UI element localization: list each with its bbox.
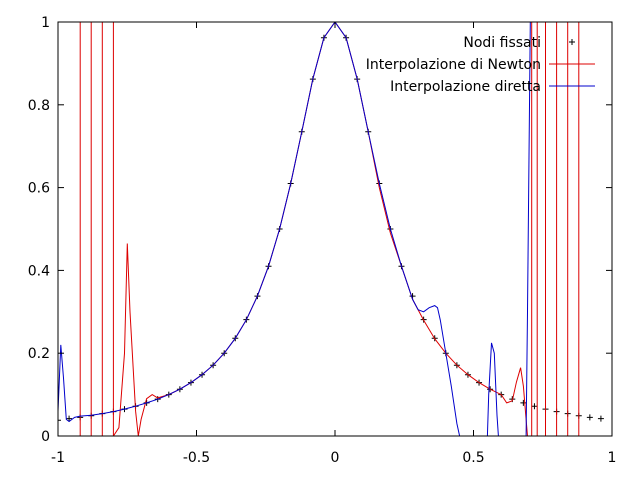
x-tick-label: -0.5 xyxy=(183,450,210,466)
y-tick-label: 1 xyxy=(41,15,50,31)
axes-layer: -1 -0.5 0 0.5 1 0 0.2 0.4 0.6 0.8 1 xyxy=(28,15,617,466)
y-tick-label: 0.2 xyxy=(28,346,50,362)
series-line-2 xyxy=(58,22,535,436)
x-tick-label: 0.5 xyxy=(462,450,484,466)
y-tick-label: 0.6 xyxy=(28,181,50,197)
legend-marker-swatch xyxy=(569,39,575,45)
y-tick-label: 0.8 xyxy=(28,98,50,114)
x-tick-label: -1 xyxy=(51,450,65,466)
y-tick-label: 0 xyxy=(41,429,50,445)
legend-label: Interpolazione di Newton xyxy=(366,57,541,73)
x-tick-label: 0 xyxy=(331,450,340,466)
data-point xyxy=(597,415,604,422)
x-tick-label: 1 xyxy=(608,450,617,466)
data-point xyxy=(531,403,538,410)
y-tick-label: 0.4 xyxy=(28,263,50,279)
data-point xyxy=(520,399,527,406)
legend-label: Interpolazione diretta xyxy=(390,79,541,95)
series-layer xyxy=(58,22,604,436)
data-point xyxy=(66,415,73,422)
data-point xyxy=(58,417,61,424)
legend-label: Nodi fissati xyxy=(463,35,541,51)
legend: Nodi fissati Interpolazione di Newton Inte… xyxy=(366,35,595,95)
data-point xyxy=(586,414,593,421)
